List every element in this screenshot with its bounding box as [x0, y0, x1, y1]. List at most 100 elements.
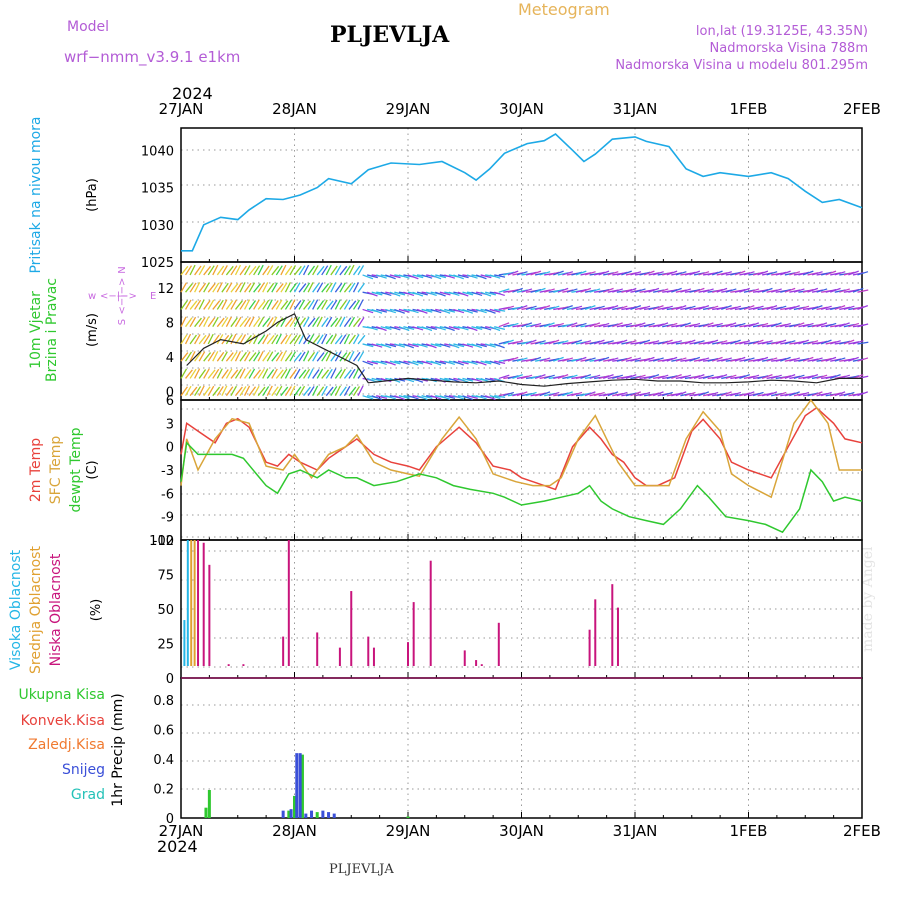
temp-series-3: [180, 441, 863, 534]
wind-barb: [671, 287, 682, 293]
wind-barb: [371, 308, 383, 314]
wind-barb: [757, 270, 769, 276]
wind-barb: [416, 291, 428, 296]
wind-barb: [398, 274, 410, 279]
wind-barb: [271, 316, 278, 327]
wind-barb: [385, 395, 397, 400]
wind-barb: [435, 274, 447, 279]
wind-barb: [284, 299, 292, 310]
wind-barb: [457, 360, 469, 365]
wind-barb: [298, 333, 305, 345]
wind-barb: [207, 385, 215, 397]
panel-1: [180, 127, 863, 263]
wind-barb: [466, 308, 478, 313]
wind-barb: [689, 270, 701, 276]
pressure-y-tick: 1025: [141, 256, 174, 271]
low-cloud-label: Niska Oblacnost: [48, 553, 64, 666]
cloud-bar: [611, 584, 614, 666]
wind-barb: [748, 374, 760, 380]
wind-barb: [793, 288, 805, 293]
wind-barb: [503, 305, 515, 311]
wind-barb: [498, 288, 510, 293]
wind-barb: [593, 305, 605, 311]
wind-barb: [530, 322, 542, 328]
wind-barb: [553, 270, 564, 276]
wind-barb: [357, 299, 364, 310]
wind-barb: [348, 282, 356, 293]
wind-barb: [516, 271, 528, 276]
wind-barb: [316, 368, 324, 379]
precip-bar: [207, 790, 211, 818]
wind-barb: [444, 326, 455, 332]
wind-barb: [248, 265, 257, 276]
wind-barb: [820, 305, 832, 311]
wind-barb: [793, 374, 805, 380]
wind-barb: [216, 317, 225, 328]
wind-barb: [857, 357, 869, 362]
wind-barb: [435, 360, 447, 365]
cloud-y-tick: 100: [149, 534, 174, 549]
wind-barb: [234, 386, 243, 397]
wind-barb: [521, 288, 533, 293]
wind-barb: [548, 391, 560, 397]
wind-barb: [580, 340, 592, 345]
wind-barb: [312, 265, 319, 276]
wind-barb: [480, 291, 492, 297]
wind-barb: [648, 340, 660, 345]
wind-barb: [666, 322, 678, 328]
wind-barb: [494, 395, 506, 398]
wind-barb: [630, 357, 642, 362]
wind-barb: [244, 282, 252, 293]
wind-barb: [180, 368, 188, 379]
wind-barb: [280, 386, 289, 397]
wind-barb: [221, 317, 229, 328]
wind-barb: [675, 357, 687, 362]
cloud-bar: [242, 664, 245, 666]
wind-barb: [598, 356, 610, 362]
wind-barb: [757, 322, 769, 328]
wind-barb: [348, 351, 355, 362]
wind-barb: [852, 340, 864, 345]
wind-barb: [448, 377, 460, 383]
wind-barb: [198, 385, 205, 396]
wind-barb: [730, 391, 742, 397]
x-tick-label-top: 29JAN: [386, 100, 431, 118]
wind-barb: [593, 339, 605, 345]
wind-barb: [475, 274, 487, 280]
wind-barb: [262, 317, 271, 328]
wind-barb: [675, 271, 687, 276]
wind-barb: [275, 317, 284, 328]
cloud-bar: [287, 540, 290, 666]
wind-barb: [275, 333, 282, 345]
wind-barb: [298, 351, 306, 362]
x-tick-label-bottom: 1FEB: [730, 822, 768, 840]
wind-barb: [230, 385, 237, 397]
wind-barb: [334, 369, 343, 379]
wind-barb: [616, 305, 628, 311]
wind-barb: [334, 282, 343, 293]
wind-barb: [216, 265, 225, 276]
wind-barb: [634, 374, 646, 380]
wind-barb: [248, 300, 257, 310]
wind-barb: [389, 360, 401, 365]
wind-barb: [225, 368, 233, 379]
wind-barb: [275, 351, 283, 362]
wind-barb: [421, 395, 433, 400]
wind-barb: [325, 300, 334, 310]
wind-barb: [484, 395, 496, 401]
precip-bar: [300, 754, 304, 818]
wind-barb: [239, 317, 248, 328]
wind-barb: [430, 308, 442, 314]
wind-barb: [725, 374, 737, 380]
wind-barb: [330, 368, 337, 379]
pressure-unit-label: (hPa): [85, 178, 100, 212]
wind-barb: [221, 385, 228, 396]
wind-barb: [207, 283, 216, 293]
compass-arrow-ns: <−|−>: [117, 278, 128, 315]
precip-y-tick: 0.2: [153, 783, 174, 798]
wind-barb: [811, 391, 823, 397]
model-label: Model: [67, 19, 110, 35]
wind-barb: [257, 264, 264, 276]
wind-barb: [743, 357, 755, 362]
wind-barb: [234, 368, 242, 379]
